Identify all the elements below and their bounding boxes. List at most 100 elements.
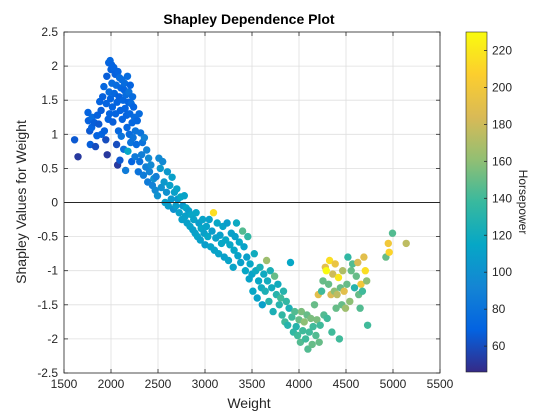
scatter-point — [354, 258, 362, 267]
scatter-point — [293, 331, 302, 340]
scatter-point — [109, 118, 117, 126]
colorbar-tick-label: 160 — [492, 154, 512, 168]
scatter-point — [74, 153, 82, 161]
scatter-point — [333, 290, 341, 299]
colorbar-tick-label: 120 — [492, 228, 512, 242]
scatter-point — [196, 236, 204, 244]
scatter-point — [229, 263, 237, 271]
scatter-point — [199, 215, 207, 224]
scatter-point — [124, 147, 132, 155]
scatter-point — [268, 284, 276, 292]
scatter-point — [223, 219, 231, 227]
scatter-point — [358, 287, 367, 295]
scatter-point — [243, 253, 251, 261]
scatter-point — [214, 250, 223, 258]
scatter-point — [279, 287, 288, 295]
scatter-point — [346, 297, 354, 306]
scatter-point — [99, 93, 107, 101]
scatter-point — [226, 241, 234, 249]
scatter-point — [145, 168, 154, 176]
scatter-point — [322, 267, 330, 275]
scatter-point — [360, 253, 368, 261]
scatter-point — [363, 321, 372, 329]
scatter-point — [131, 153, 139, 161]
scatter-point — [172, 202, 180, 210]
y-axis-label: Shapley Values for Weight — [13, 120, 29, 284]
scatter-point — [144, 154, 153, 162]
scatter-point — [278, 311, 286, 319]
scatter-point — [304, 345, 312, 353]
scatter-point — [234, 252, 242, 260]
scatter-point — [91, 142, 100, 151]
scatter-point — [117, 132, 126, 140]
scatter-point — [201, 241, 209, 249]
scatter-points — [70, 56, 410, 353]
y-tick-label: 1 — [51, 127, 58, 141]
scatter-point — [180, 192, 188, 200]
scatter-point — [286, 258, 295, 267]
scatter-point — [240, 243, 248, 251]
scatter-point — [114, 67, 122, 76]
scatter-point — [139, 171, 148, 179]
scatter-point — [275, 301, 283, 309]
scatter-point — [277, 294, 285, 302]
scatter-point — [299, 327, 307, 335]
scatter-point — [103, 72, 111, 81]
x-tick-label: 5500 — [427, 377, 454, 391]
scatter-point — [385, 248, 393, 256]
scatter-point — [301, 335, 310, 343]
y-tick-label: 1.5 — [41, 93, 58, 107]
scatter-point — [190, 215, 198, 224]
scatter-point — [100, 127, 109, 135]
scatter-point — [237, 258, 245, 267]
scatter-point — [116, 156, 124, 164]
scatter-point — [166, 181, 174, 190]
scatter-point — [388, 229, 397, 237]
scatter-point — [123, 123, 131, 132]
scatter-point — [288, 313, 296, 321]
scatter-point — [328, 328, 336, 336]
scatter-point — [350, 284, 359, 292]
scatter-point — [235, 238, 243, 246]
scatter-point — [133, 117, 141, 125]
y-tick-label: 2.5 — [41, 25, 58, 39]
scatter-point — [246, 260, 254, 268]
scatter-point — [339, 267, 347, 275]
scatter-point — [253, 294, 261, 302]
scatter-point — [300, 318, 308, 326]
scatter-point — [347, 267, 355, 275]
colorbar-gradient — [465, 31, 488, 373]
scatter-point — [97, 106, 105, 115]
scatter-point — [270, 272, 279, 280]
scatter-point — [231, 232, 239, 241]
scatter-point — [70, 136, 79, 144]
scatter-point — [263, 277, 272, 285]
scatter-point — [224, 256, 233, 265]
scatter-point — [282, 297, 290, 306]
scatter-point — [102, 136, 110, 144]
scatter-point — [297, 307, 306, 316]
x-tick-label: 5000 — [380, 377, 407, 391]
scatter-point — [108, 103, 117, 111]
scatter-point — [258, 301, 266, 309]
colorbar-ticks: 60 80 100 120 140 160 180 200 220 — [484, 43, 512, 353]
scatter-point — [261, 287, 269, 295]
scatter-point — [213, 219, 221, 227]
scatter-point — [312, 331, 320, 340]
scatter-point — [384, 239, 392, 248]
scatter-point — [323, 314, 331, 323]
scatter-point — [341, 304, 350, 312]
scatter-point — [192, 209, 200, 217]
scatter-point — [307, 314, 315, 323]
scatter-point — [222, 236, 230, 244]
colorbar-tick-label: 100 — [492, 265, 512, 279]
scatter-point — [315, 338, 323, 346]
scatter-point — [309, 322, 317, 331]
scatter-point — [319, 277, 327, 285]
scatter-point — [335, 335, 344, 343]
scatter-point — [208, 227, 216, 235]
x-tick-label: 4500 — [333, 377, 360, 391]
scatter-point — [135, 110, 143, 118]
x-tick-label: 1500 — [51, 377, 78, 391]
scatter-point — [352, 272, 360, 280]
